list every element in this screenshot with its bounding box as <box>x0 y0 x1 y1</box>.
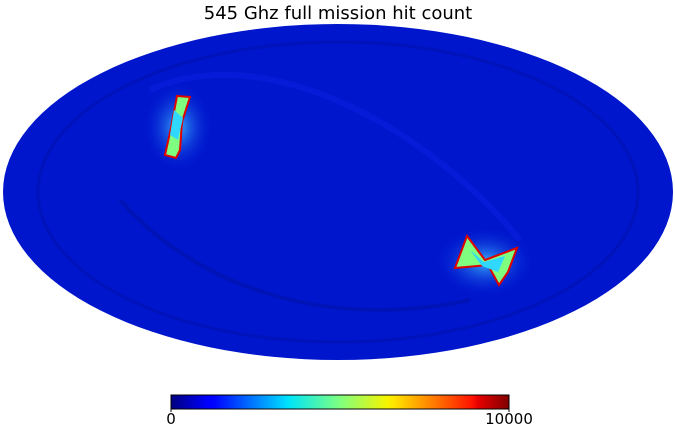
colorbar-tick-label: 10000 <box>485 410 533 428</box>
hotspot-core <box>470 250 505 272</box>
chart-title: 545 Ghz full mission hit count <box>204 3 472 24</box>
colorbar-scale <box>170 394 510 410</box>
hotspot-core <box>170 110 183 140</box>
colorbar: 0 10000 <box>166 394 533 428</box>
hotspot <box>453 233 519 287</box>
scan-stripe <box>118 198 471 312</box>
colorbar-tick-label: 0 <box>166 410 176 428</box>
sky-map <box>3 24 673 360</box>
scan-ring <box>36 40 640 344</box>
scan-stripe <box>148 71 523 242</box>
